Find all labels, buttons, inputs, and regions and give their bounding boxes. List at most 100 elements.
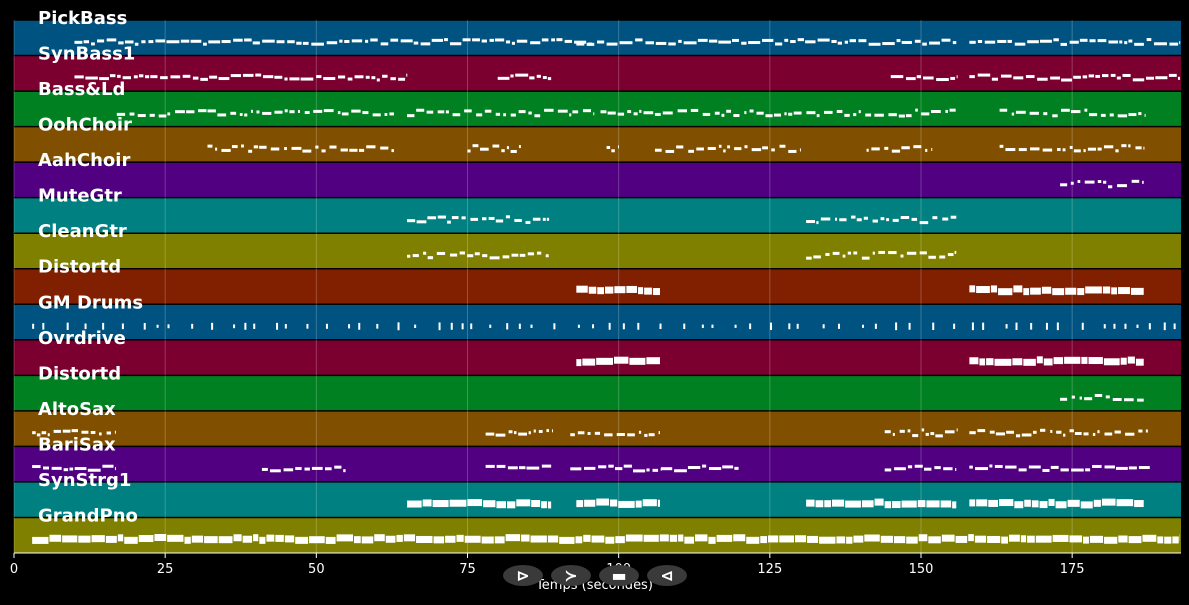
forward-button[interactable]: ≻: [551, 565, 591, 586]
note: [806, 111, 816, 115]
note: [519, 253, 526, 257]
note: [1130, 287, 1144, 295]
note: [391, 149, 394, 153]
note: [304, 467, 310, 471]
note: [407, 254, 411, 258]
note: [627, 110, 632, 114]
note: [570, 433, 575, 437]
note: [134, 42, 139, 46]
note: [1083, 536, 1089, 544]
note: [984, 40, 996, 44]
note: [770, 322, 773, 330]
track-row: [14, 375, 1181, 411]
note: [994, 464, 1003, 468]
note: [874, 323, 877, 329]
note: [751, 148, 762, 152]
note: [508, 430, 513, 434]
note: [497, 76, 510, 80]
note: [374, 534, 385, 542]
note: [1052, 288, 1065, 296]
note: [239, 112, 243, 116]
note: [1042, 468, 1050, 472]
note: [604, 433, 613, 437]
note: [1100, 113, 1106, 117]
note: [266, 534, 275, 542]
stop-button[interactable]: ▬: [599, 565, 639, 586]
note: [324, 467, 332, 471]
note: [1011, 112, 1015, 116]
note: [533, 429, 536, 433]
note: [541, 38, 549, 42]
note: [416, 535, 433, 543]
note: [1050, 465, 1059, 469]
note: [366, 145, 376, 149]
note: [170, 75, 181, 79]
note: [150, 75, 158, 79]
note: [365, 39, 369, 43]
note: [932, 216, 938, 220]
track-label: PickBass: [38, 8, 127, 29]
note: [709, 39, 718, 43]
note: [1007, 39, 1012, 43]
note: [1128, 466, 1137, 470]
note: [78, 535, 91, 543]
note: [1043, 112, 1048, 116]
note: [1088, 74, 1095, 78]
note: [467, 254, 474, 258]
note: [919, 221, 929, 225]
note: [723, 149, 726, 153]
note: [1071, 395, 1075, 399]
note: [1168, 73, 1177, 77]
note: [154, 534, 167, 542]
note: [276, 322, 279, 330]
note: [871, 147, 880, 151]
note: [1029, 111, 1039, 115]
note: [660, 467, 673, 471]
note: [907, 429, 911, 433]
note: [459, 251, 465, 255]
track-row: [14, 517, 1181, 553]
note: [406, 73, 408, 77]
note: [489, 324, 492, 328]
note: [614, 286, 626, 294]
note: [1077, 288, 1085, 296]
note: [576, 42, 585, 46]
note: [270, 147, 280, 151]
play-button[interactable]: ⊳: [503, 565, 543, 586]
note: [1148, 323, 1151, 330]
note: [1020, 535, 1027, 543]
track-label: GrandPno: [38, 505, 138, 526]
note: [530, 41, 541, 45]
note: [83, 40, 90, 44]
note: [32, 323, 35, 329]
note: [470, 217, 479, 221]
note: [975, 467, 989, 471]
note: [892, 218, 899, 222]
note: [461, 216, 466, 220]
note: [207, 144, 213, 148]
note: [253, 534, 259, 542]
note: [1097, 147, 1102, 151]
note: [413, 41, 419, 45]
note: [678, 39, 682, 43]
back-button[interactable]: ⊲: [647, 565, 687, 586]
note: [607, 111, 616, 115]
note: [433, 536, 445, 544]
note: [576, 500, 584, 508]
note: [184, 536, 191, 544]
note: [635, 500, 642, 508]
note: [192, 76, 199, 80]
note: [969, 357, 979, 365]
note: [944, 430, 955, 434]
note: [344, 39, 350, 43]
note: [586, 42, 595, 46]
note: [295, 467, 302, 471]
note: [338, 75, 346, 79]
note: [526, 466, 540, 470]
note: [708, 536, 716, 544]
note: [390, 38, 399, 42]
track-row: [14, 410, 1181, 447]
note: [1081, 322, 1084, 330]
note: [437, 110, 445, 114]
